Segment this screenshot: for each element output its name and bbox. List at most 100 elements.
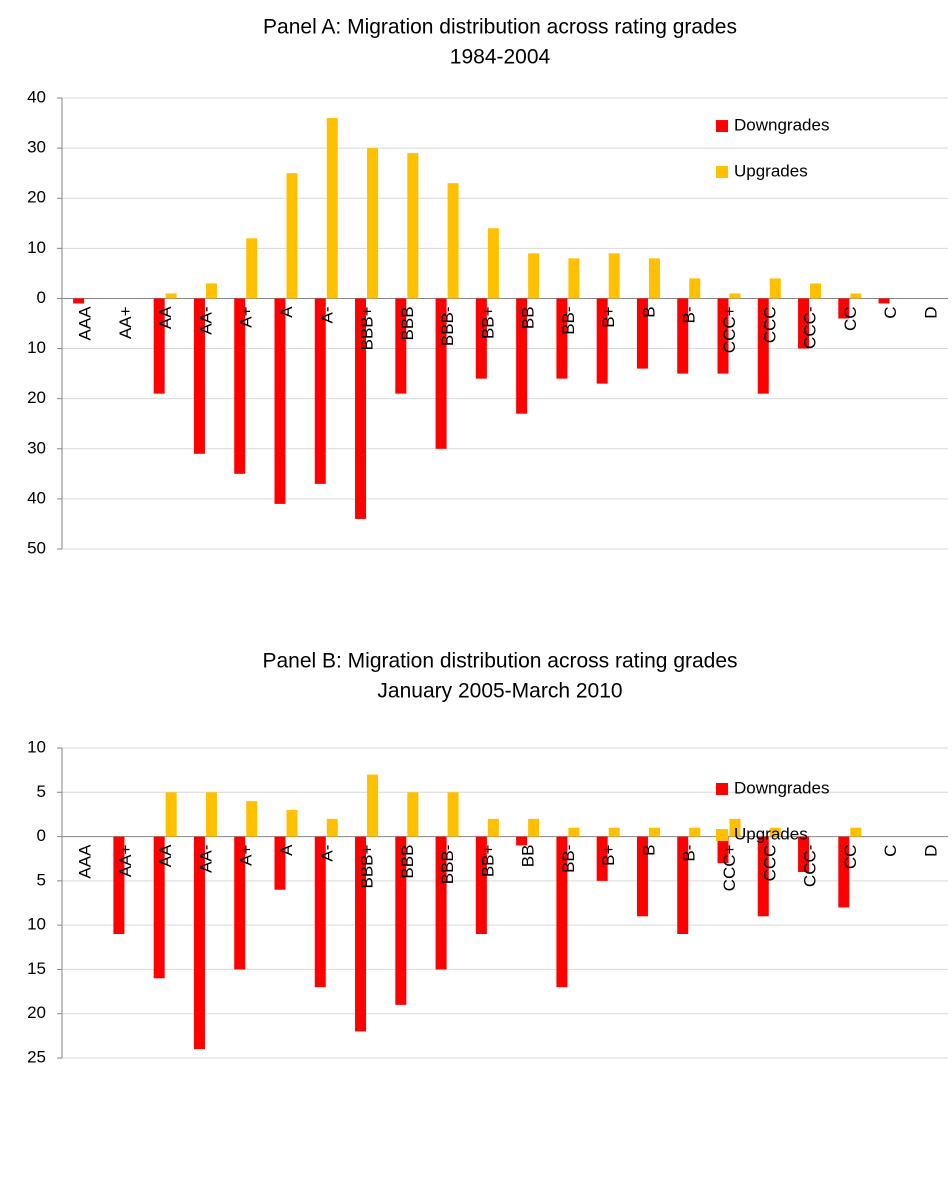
bar [274,836,286,890]
x-tick-label: C [881,306,900,318]
x-tick-label: BB [519,306,538,329]
bar [395,298,407,394]
bar [636,836,648,917]
bar [286,173,298,299]
chart-subtitle: January 2005-March 2010 [377,680,622,703]
bar [407,792,419,837]
bar [487,818,499,837]
bar [355,836,367,1032]
bar [246,801,258,837]
bar [475,298,487,379]
legend-label: Downgrades [734,116,829,135]
bar [193,298,205,454]
bar [729,293,741,299]
bar [648,827,660,837]
bar [193,836,205,1050]
bar [689,827,701,837]
bar [769,278,781,299]
bar [556,836,568,988]
y-tick-label: 30 [27,438,46,457]
bar [355,298,367,519]
x-tick-label: BBB- [438,306,457,346]
x-tick-label: AA- [196,306,215,334]
y-tick-label: 10 [27,915,46,934]
chart-subtitle: 1984-2004 [450,46,551,69]
y-tick-label: 40 [27,488,46,507]
bar [234,298,246,474]
bar [274,298,286,504]
bar [165,293,177,299]
bar [516,298,528,414]
bar [395,836,407,1005]
x-tick-label: A [277,844,296,856]
bar [447,183,459,299]
y-tick-label: 40 [27,87,46,106]
x-tick-label: AAA [76,306,95,341]
bar [487,228,499,299]
x-tick-label: A- [317,845,336,862]
bar [407,153,419,299]
bar [435,836,447,970]
bar [234,836,246,970]
bar [838,836,850,908]
y-tick-label: 0 [37,826,46,845]
y-tick-label: 10 [27,737,46,756]
bar [878,298,890,304]
x-tick-label: AA [156,844,175,867]
x-tick-label: AA [156,306,175,329]
bar [838,298,850,319]
bar [608,253,620,299]
bar [153,836,165,979]
y-tick-label: 5 [37,870,46,889]
x-tick-label: AA+ [116,306,135,339]
x-tick-label: CC [841,845,860,870]
bar [608,827,620,837]
x-tick-label: BBB [398,845,417,879]
bar [165,792,177,837]
x-tick-label: AA+ [116,845,135,878]
bar [596,298,608,384]
bar [113,836,125,934]
x-tick-label: BBB+ [358,306,377,350]
x-tick-label: B- [680,845,699,862]
legend-swatch [716,166,728,179]
y-tick-label: 10 [27,238,46,257]
chart-title: Panel B: Migration distribution across r… [262,650,737,673]
y-tick-label: 10 [27,338,46,357]
x-tick-label: CCC [760,845,779,882]
x-tick-label: CC [841,306,860,331]
x-tick-label: D [921,306,940,318]
y-tick-label: 0 [37,288,46,307]
bar [326,118,338,299]
bar [798,298,810,349]
x-tick-label: CCC+ [720,306,739,353]
bar [326,818,338,837]
x-tick-label: A+ [237,845,256,866]
x-tick-label: C [881,845,900,857]
x-tick-label: BB- [559,845,578,873]
bar [677,836,689,934]
bar [677,298,689,374]
x-tick-label: BBB- [438,845,457,885]
bar [205,283,217,299]
x-tick-label: BB [519,845,538,868]
x-tick-label: CCC [760,306,779,343]
x-tick-label: B+ [599,845,618,866]
bar [850,293,862,299]
bar [769,827,781,837]
bar [516,836,528,846]
bar [717,298,729,374]
bar [314,836,326,988]
x-tick-label: BBB [398,306,417,340]
bar [528,818,540,837]
legend-swatch [716,783,728,795]
bar [729,818,741,837]
x-tick-label: A [277,306,296,318]
bar [73,298,85,304]
bar [286,810,298,837]
bar [850,827,862,837]
bar [475,836,487,934]
bar [689,278,701,299]
y-tick-label: 15 [27,959,46,978]
